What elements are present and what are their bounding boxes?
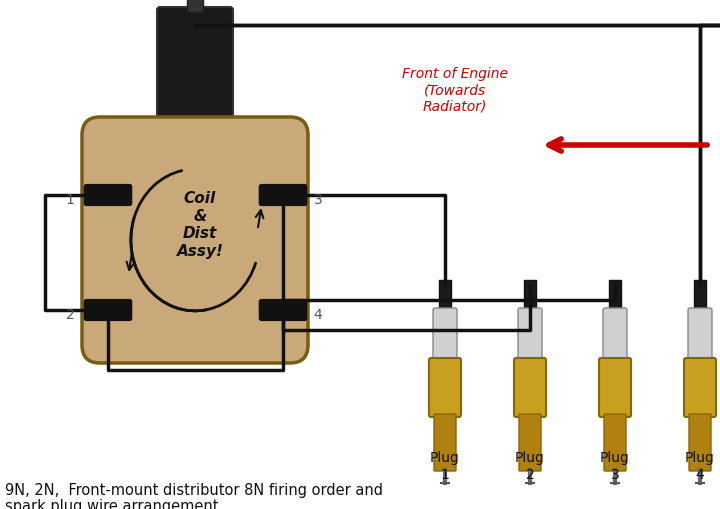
FancyBboxPatch shape bbox=[157, 7, 233, 128]
Bar bbox=[609, 280, 621, 310]
Bar bbox=[694, 280, 706, 310]
FancyBboxPatch shape bbox=[689, 414, 711, 471]
Bar bbox=[524, 280, 536, 310]
Text: Plug: Plug bbox=[685, 451, 715, 465]
Text: Plug: Plug bbox=[430, 451, 460, 465]
FancyBboxPatch shape bbox=[84, 300, 132, 320]
Text: 4: 4 bbox=[314, 308, 323, 322]
Text: Coil
&
Dist
Assy!: Coil & Dist Assy! bbox=[176, 191, 223, 259]
FancyBboxPatch shape bbox=[688, 308, 712, 362]
Text: Plug: Plug bbox=[515, 451, 545, 465]
FancyBboxPatch shape bbox=[518, 308, 542, 362]
FancyBboxPatch shape bbox=[519, 414, 541, 471]
FancyBboxPatch shape bbox=[603, 308, 627, 362]
FancyBboxPatch shape bbox=[604, 414, 626, 471]
FancyBboxPatch shape bbox=[259, 300, 307, 320]
Bar bbox=[439, 280, 451, 310]
FancyBboxPatch shape bbox=[514, 358, 546, 417]
Text: 3: 3 bbox=[611, 468, 619, 482]
Text: 3: 3 bbox=[314, 193, 323, 207]
Text: Front of Engine
(Towards
Radiator): Front of Engine (Towards Radiator) bbox=[402, 67, 508, 113]
FancyBboxPatch shape bbox=[433, 308, 457, 362]
Text: 1: 1 bbox=[441, 468, 449, 482]
FancyBboxPatch shape bbox=[434, 414, 456, 471]
FancyBboxPatch shape bbox=[684, 358, 716, 417]
Text: 2: 2 bbox=[526, 468, 534, 482]
Text: Plug: Plug bbox=[600, 451, 630, 465]
FancyBboxPatch shape bbox=[84, 185, 132, 206]
FancyBboxPatch shape bbox=[82, 117, 308, 363]
Text: 4: 4 bbox=[696, 468, 704, 482]
Text: 9N, 2N,  Front-mount distributor 8N firing order and: 9N, 2N, Front-mount distributor 8N firin… bbox=[5, 483, 383, 497]
Text: 1: 1 bbox=[66, 193, 74, 207]
FancyBboxPatch shape bbox=[429, 358, 461, 417]
FancyBboxPatch shape bbox=[259, 185, 307, 206]
Text: spark plug wire arrangement.: spark plug wire arrangement. bbox=[5, 499, 223, 509]
Bar bbox=[187, 0, 203, 12]
FancyBboxPatch shape bbox=[599, 358, 631, 417]
Text: 2: 2 bbox=[66, 308, 74, 322]
